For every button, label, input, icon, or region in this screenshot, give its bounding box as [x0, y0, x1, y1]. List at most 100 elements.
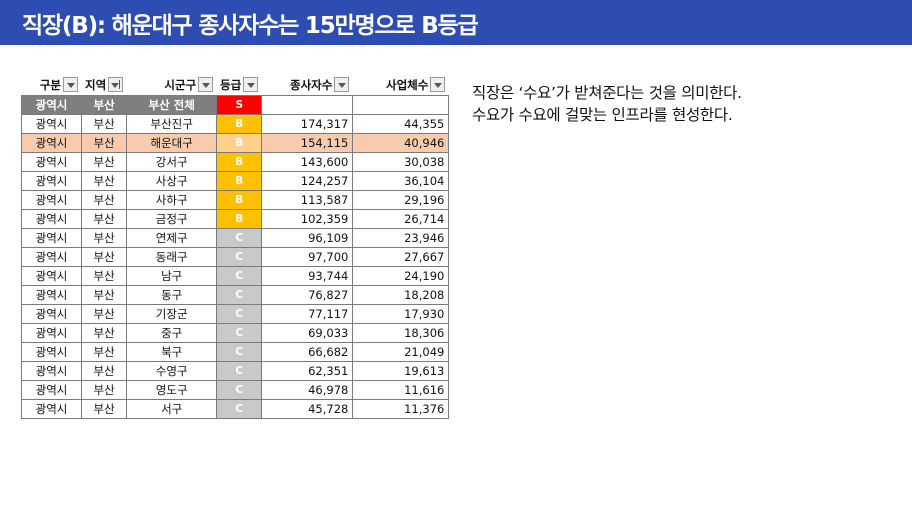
cell-workers: 174,317: [261, 114, 354, 134]
cell-type: 광역시: [21, 304, 82, 324]
table-row: 광역시 부산 부산진구 B 174,317 44,355: [21, 114, 450, 134]
column-header-label: 구분: [39, 77, 61, 92]
commentary: 직장은 ‘수요’가 받쳐준다는 것을 의미한다. 수요가 수요에 걸맞는 인프라…: [472, 82, 742, 126]
table-row: 광역시 부산 연제구 C 96,109 23,946: [21, 228, 450, 248]
cell-district: 북구: [126, 342, 218, 362]
cell-region: 부산: [80, 228, 128, 248]
commentary-line-2: 수요가 수요에 걸맞는 인프라를 현성한다.: [472, 106, 733, 124]
cell-businesses: 44,355: [352, 114, 450, 134]
cell-type: 광역시: [21, 361, 82, 381]
cell-type: 광역시: [21, 209, 82, 229]
total-row: 광역시 부산 부산 전체 S: [21, 95, 450, 115]
cell-district: 금정구: [126, 209, 218, 229]
cell-type: 광역시: [21, 95, 82, 115]
cell-grade: C: [216, 304, 263, 324]
cell-district: 강서구: [126, 152, 218, 172]
cell-grade: B: [216, 114, 263, 134]
cell-workers: 46,978: [261, 380, 354, 400]
cell-type: 광역시: [21, 152, 82, 172]
cell-workers: [261, 95, 354, 115]
filter-dropdown-icon[interactable]: [430, 77, 446, 92]
table-row: 광역시 부산 사하구 B 113,587 29,196: [21, 190, 450, 210]
cell-businesses: 36,104: [352, 171, 450, 191]
cell-grade: C: [216, 399, 263, 419]
column-header-grade: 등급: [216, 73, 263, 96]
cell-workers: 76,827: [261, 285, 354, 305]
cell-type: 광역시: [21, 171, 82, 191]
cell-district: 영도구: [126, 380, 218, 400]
cell-type: 광역시: [21, 342, 82, 362]
filter-dropdown-icon[interactable]: [198, 77, 214, 92]
table-row: 광역시 부산 해운대구 B 154,115 40,946: [21, 133, 450, 153]
cell-businesses: [352, 95, 450, 115]
cell-district: 중구: [126, 323, 218, 343]
cell-region: 부산: [80, 209, 128, 229]
cell-region: 부산: [80, 95, 128, 115]
cell-region: 부산: [80, 323, 128, 343]
cell-region: 부산: [80, 285, 128, 305]
column-header-label: 사업체수: [386, 77, 429, 92]
cell-district: 기장군: [126, 304, 218, 324]
cell-district: 부산 전체: [126, 95, 218, 115]
cell-type: 광역시: [21, 266, 82, 286]
cell-district: 동구: [126, 285, 218, 305]
cell-businesses: 19,613: [352, 361, 450, 381]
cell-businesses: 26,714: [352, 209, 450, 229]
cell-type: 광역시: [21, 228, 82, 248]
cell-grade: C: [216, 285, 263, 305]
cell-district: 해운대구: [126, 133, 218, 153]
filter-dropdown-icon[interactable]: [334, 77, 350, 92]
column-header-businesses: 사업체수: [352, 73, 450, 96]
column-header-label: 지역: [85, 77, 107, 92]
column-header-type: 구분: [21, 73, 82, 96]
cell-district: 사상구: [126, 171, 218, 191]
cell-businesses: 18,306: [352, 323, 450, 343]
column-header-label: 등급: [220, 77, 242, 92]
table-row: 광역시 부산 중구 C 69,033 18,306: [21, 323, 450, 343]
cell-district: 사하구: [126, 190, 218, 210]
cell-workers: 113,587: [261, 190, 354, 210]
cell-type: 광역시: [21, 380, 82, 400]
cell-workers: 69,033: [261, 323, 354, 343]
filter-dropdown-icon[interactable]: [63, 77, 78, 92]
filter-dropdown-icon[interactable]: [243, 77, 259, 92]
column-header-label: 종사자수: [290, 77, 333, 92]
filter-sort-icon[interactable]: [108, 77, 124, 92]
cell-region: 부산: [80, 133, 128, 153]
header-row: 구분 지역 시군구: [21, 73, 450, 96]
cell-businesses: 24,190: [352, 266, 450, 286]
header-bar: 직장(B): 해운대구 종사자수는 15만명으로 B등급: [0, 0, 912, 45]
table-row: 광역시 부산 기장군 C 77,117 17,930: [21, 304, 450, 324]
cell-businesses: 29,196: [352, 190, 450, 210]
cell-workers: 97,700: [261, 247, 354, 267]
table-row: 광역시 부산 사상구 B 124,257 36,104: [21, 171, 450, 191]
cell-region: 부산: [80, 304, 128, 324]
cell-grade: C: [216, 228, 263, 248]
table-row: 광역시 부산 동구 C 76,827 18,208: [21, 285, 450, 305]
cell-workers: 45,728: [261, 399, 354, 419]
cell-region: 부산: [80, 247, 128, 267]
column-header-label: 시군구: [164, 77, 197, 92]
district-table: 구분 지역 시군구: [21, 73, 450, 419]
cell-region: 부산: [80, 190, 128, 210]
cell-businesses: 30,038: [352, 152, 450, 172]
cell-region: 부산: [80, 171, 128, 191]
cell-grade: C: [216, 361, 263, 381]
cell-workers: 154,115: [261, 133, 354, 153]
cell-businesses: 21,049: [352, 342, 450, 362]
cell-type: 광역시: [21, 133, 82, 153]
table-row: 광역시 부산 강서구 B 143,600 30,038: [21, 152, 450, 172]
cell-businesses: 17,930: [352, 304, 450, 324]
commentary-line-1: 직장은 ‘수요’가 받쳐준다는 것을 의미한다.: [472, 84, 742, 102]
cell-region: 부산: [80, 399, 128, 419]
table-row: 광역시 부산 북구 C 66,682 21,049: [21, 342, 450, 362]
cell-grade: B: [216, 190, 263, 210]
table-row: 광역시 부산 동래구 C 97,700 27,667: [21, 247, 450, 267]
cell-grade: B: [216, 152, 263, 172]
table-row: 광역시 부산 남구 C 93,744 24,190: [21, 266, 450, 286]
cell-workers: 93,744: [261, 266, 354, 286]
cell-workers: 102,359: [261, 209, 354, 229]
cell-grade: B: [216, 171, 263, 191]
cell-businesses: 27,667: [352, 247, 450, 267]
